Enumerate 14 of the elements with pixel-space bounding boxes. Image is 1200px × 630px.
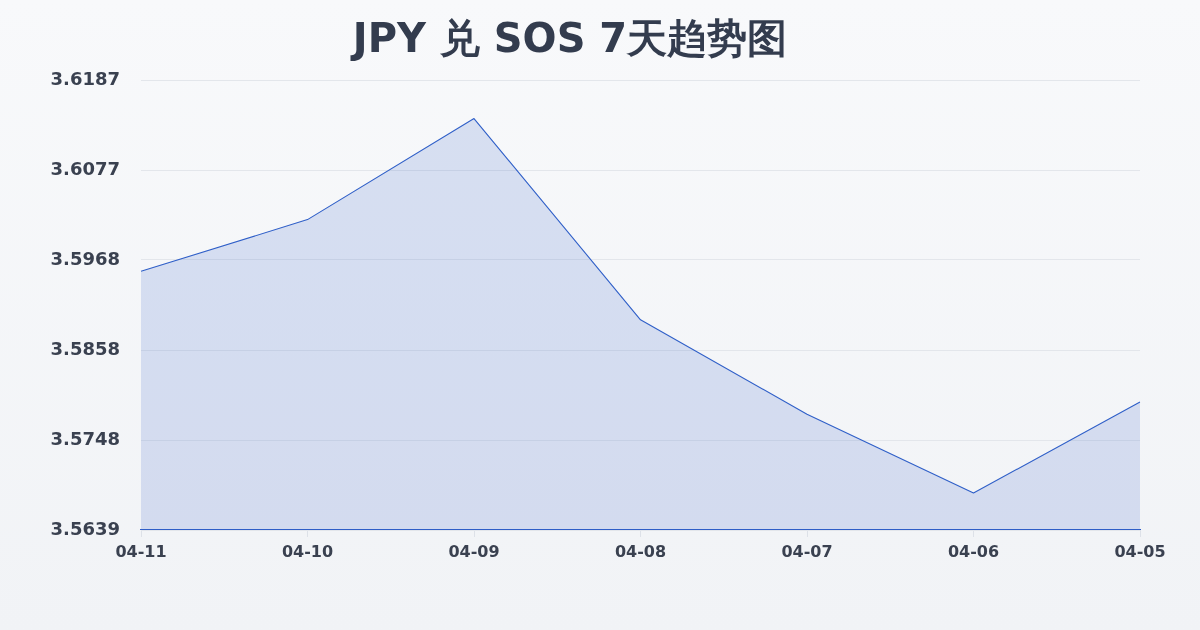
x-tick-label: 04-10 (281, 541, 334, 561)
y-tick-label: 3.6187 (50, 67, 120, 89)
y-tick-label: 3.5858 (50, 337, 120, 359)
x-tick-label: 04-08 (614, 541, 667, 561)
x-tick-label: 04-06 (947, 541, 1000, 561)
x-tick-label: 04-05 (1114, 541, 1166, 561)
y-tick-label: 3.6077 (50, 158, 120, 179)
y-tick-label: 3.5748 (50, 428, 120, 450)
x-tick-label: 04-09 (448, 541, 500, 561)
x-tick-label: 04-07 (781, 541, 833, 561)
y-tick-label: 3.5968 (50, 247, 120, 269)
chart-title: JPY 兑 SOS 7天趋势图 (349, 15, 788, 62)
y-tick-label: 3.5639 (50, 517, 120, 539)
x-tick-label: 04-11 (115, 541, 167, 561)
